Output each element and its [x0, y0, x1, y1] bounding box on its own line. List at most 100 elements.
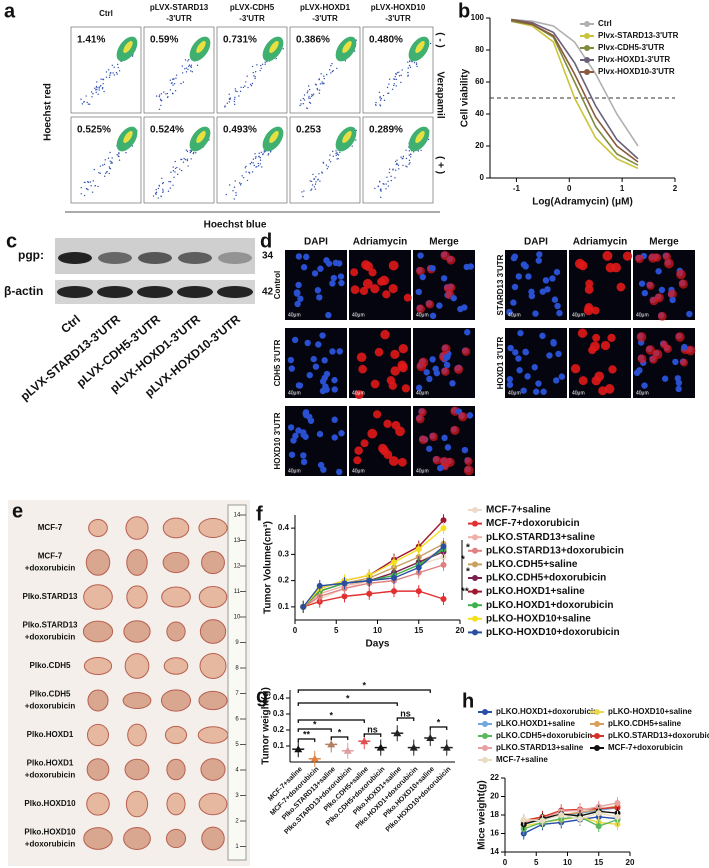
nucleus	[325, 311, 332, 319]
nucleus	[686, 310, 693, 318]
flow-dot	[80, 193, 82, 195]
drug-signal	[353, 456, 362, 465]
data-point	[440, 596, 447, 602]
flow-dot	[184, 59, 187, 61]
drug-signal	[588, 346, 597, 355]
flow-dot	[387, 185, 390, 187]
flow-dot	[311, 184, 314, 186]
drug-signal	[425, 300, 435, 309]
nucleus	[295, 427, 302, 434]
legend-marker	[594, 709, 600, 715]
flow-dot	[313, 186, 316, 188]
flow-dot	[400, 74, 402, 77]
channel-header: Adriamycin	[353, 237, 407, 248]
drug-signal	[608, 365, 617, 374]
band	[217, 286, 253, 298]
flow-dot	[185, 149, 188, 151]
y-tick-label: 40	[475, 109, 484, 118]
flow-dot	[302, 102, 305, 105]
flow-dot	[87, 188, 89, 191]
ruler-number: 6	[235, 717, 239, 723]
drug-signal	[636, 332, 647, 342]
flow-dot	[228, 101, 231, 103]
column-header: pLVX-STARD13	[150, 3, 209, 12]
scale-bar: 40μm	[416, 468, 429, 474]
flow-dot	[189, 150, 191, 152]
nucleus	[330, 274, 338, 282]
flow-dot	[238, 182, 241, 184]
flow-dot	[176, 166, 178, 169]
drug-signal	[570, 363, 581, 374]
nucleus	[337, 273, 345, 280]
nucleus	[546, 352, 553, 359]
flow-dot	[187, 165, 189, 167]
x-tick-label: 2	[673, 184, 678, 193]
nucleus	[287, 424, 295, 431]
nucleus	[517, 329, 524, 337]
flow-dot	[322, 162, 325, 164]
flow-dot	[174, 90, 177, 92]
flow-dot	[166, 92, 169, 95]
band	[178, 252, 212, 264]
y-tick-label: 0.1	[273, 741, 285, 750]
drug-signal	[463, 465, 474, 476]
flow-dot	[190, 65, 192, 68]
y-tick-label: 0.3	[278, 549, 290, 558]
flow-cluster	[196, 41, 206, 53]
nucleus	[506, 308, 513, 316]
flow-dot	[87, 181, 90, 184]
legend-label: MCF-7+saline	[486, 505, 551, 516]
nucleus	[319, 387, 327, 395]
drug-signal	[367, 428, 378, 439]
gate-percentage: 1.41%	[77, 35, 105, 46]
drug-signal	[388, 456, 399, 467]
y-tick-label: 0.2	[273, 725, 285, 734]
drug-signal	[415, 414, 425, 424]
series-line	[510, 18, 639, 163]
data-point	[376, 743, 385, 751]
legend-marker	[472, 602, 478, 609]
band	[177, 286, 213, 298]
flow-dot	[328, 159, 331, 161]
flow-dot	[321, 83, 323, 85]
nucleus	[549, 275, 556, 282]
nucleus	[415, 288, 423, 296]
flow-dot	[225, 193, 227, 196]
flow-dot	[245, 81, 247, 83]
nucleus	[554, 302, 561, 310]
ruler-number: 11	[234, 589, 241, 595]
drug-signal	[592, 333, 601, 342]
drug-signal	[373, 410, 382, 419]
flow-dot	[188, 64, 191, 66]
flow-dot	[318, 89, 321, 91]
series-line	[510, 20, 639, 170]
data-point	[415, 546, 422, 553]
flow-dot	[252, 71, 254, 74]
flow-dot	[92, 180, 94, 182]
legend-label: pLKO-HOXD10+doxorubicin	[486, 627, 620, 638]
nucleus	[336, 348, 343, 355]
flow-dot	[301, 191, 303, 193]
flow-dot	[390, 179, 393, 182]
flow-dot	[267, 154, 269, 156]
nucleus	[555, 350, 562, 358]
flow-dot	[234, 90, 237, 92]
flow-dot	[108, 76, 111, 79]
nucleus	[531, 364, 538, 371]
data-point	[440, 525, 447, 532]
nucleus	[338, 429, 345, 437]
nucleus	[291, 336, 299, 344]
flow-dot	[416, 65, 418, 68]
drug-signal	[370, 379, 380, 389]
flow-dot	[318, 173, 320, 175]
flow-dot	[320, 73, 322, 75]
drug-signal	[383, 419, 392, 428]
flow-dot	[321, 172, 323, 174]
legend-marker	[472, 575, 478, 581]
flow-dot	[303, 94, 306, 96]
drug-signal	[398, 343, 408, 354]
y-axis-label: Tumor Volume(cm³)	[263, 521, 274, 614]
nucleus	[290, 437, 297, 444]
flow-dot	[125, 151, 127, 154]
drug-signal	[354, 446, 363, 455]
